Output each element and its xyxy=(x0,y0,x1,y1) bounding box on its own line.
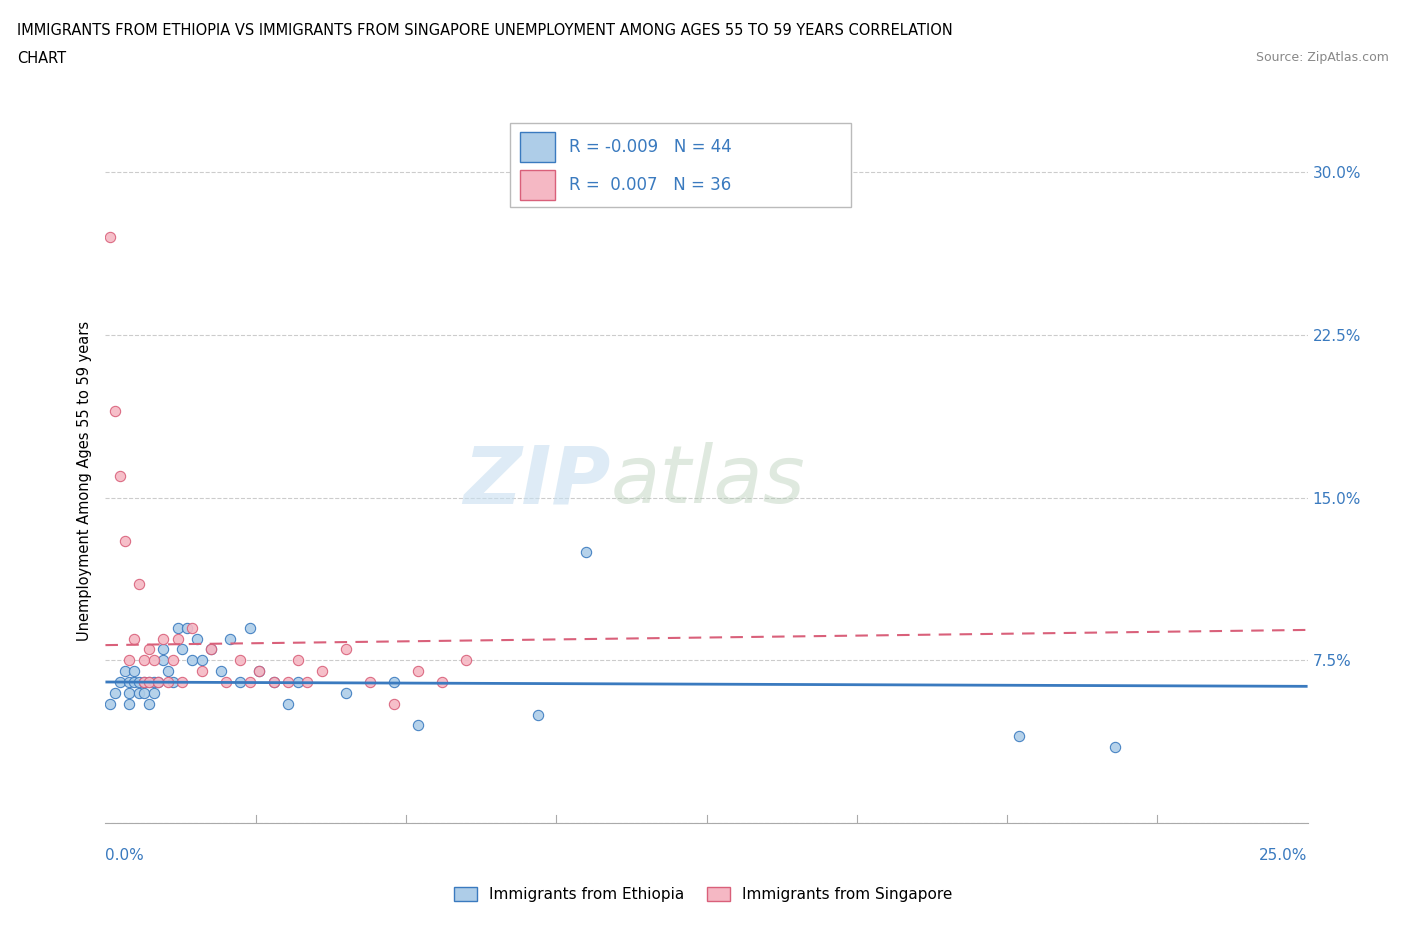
Point xyxy=(142,674,165,689)
Point xyxy=(128,577,150,591)
Point xyxy=(406,664,429,679)
Point xyxy=(219,631,242,646)
Point xyxy=(263,674,285,689)
Point xyxy=(277,674,299,689)
Point xyxy=(138,674,160,689)
Point xyxy=(430,674,453,689)
Point xyxy=(172,674,194,689)
Point xyxy=(142,685,165,700)
Text: 0.0%: 0.0% xyxy=(105,848,145,863)
Point xyxy=(166,620,188,635)
Point xyxy=(152,631,174,646)
Text: IMMIGRANTS FROM ETHIOPIA VS IMMIGRANTS FROM SINGAPORE UNEMPLOYMENT AMONG AGES 55: IMMIGRANTS FROM ETHIOPIA VS IMMIGRANTS F… xyxy=(17,23,953,38)
Point xyxy=(335,685,357,700)
Point xyxy=(209,664,232,679)
Point xyxy=(128,685,150,700)
Point xyxy=(382,674,405,689)
Point xyxy=(118,674,141,689)
Point xyxy=(247,664,270,679)
Point xyxy=(132,674,155,689)
Point xyxy=(138,697,160,711)
Point xyxy=(172,642,194,657)
Point xyxy=(190,653,212,668)
Point xyxy=(124,674,146,689)
Text: CHART: CHART xyxy=(17,51,66,66)
Point xyxy=(114,534,136,549)
Point xyxy=(527,707,550,722)
Point xyxy=(229,674,252,689)
Point xyxy=(200,642,222,657)
FancyBboxPatch shape xyxy=(509,123,851,207)
Point xyxy=(382,697,405,711)
Point xyxy=(152,653,174,668)
Point xyxy=(454,653,477,668)
Point xyxy=(287,653,309,668)
Point xyxy=(200,642,222,657)
Point xyxy=(176,620,198,635)
Point xyxy=(359,674,381,689)
Point xyxy=(190,664,212,679)
Point xyxy=(575,544,598,559)
Text: Source: ZipAtlas.com: Source: ZipAtlas.com xyxy=(1256,51,1389,64)
Point xyxy=(132,685,155,700)
Point xyxy=(132,653,155,668)
Point xyxy=(229,653,252,668)
Text: R = -0.009   N = 44: R = -0.009 N = 44 xyxy=(569,138,733,155)
Point xyxy=(124,664,146,679)
Point xyxy=(152,642,174,657)
Point xyxy=(287,674,309,689)
Point xyxy=(104,404,127,418)
Text: R =  0.007   N = 36: R = 0.007 N = 36 xyxy=(569,177,731,194)
Point xyxy=(181,653,204,668)
Point xyxy=(162,674,184,689)
Point xyxy=(181,620,204,635)
Point xyxy=(166,631,188,646)
Point xyxy=(247,664,270,679)
Point xyxy=(128,674,150,689)
Point xyxy=(124,631,146,646)
Bar xyxy=(520,131,555,162)
Legend: Immigrants from Ethiopia, Immigrants from Singapore: Immigrants from Ethiopia, Immigrants fro… xyxy=(447,881,959,909)
Y-axis label: Unemployment Among Ages 55 to 59 years: Unemployment Among Ages 55 to 59 years xyxy=(77,321,93,642)
Point xyxy=(132,674,155,689)
Point xyxy=(162,653,184,668)
Point xyxy=(114,664,136,679)
Point xyxy=(277,697,299,711)
Point xyxy=(156,664,179,679)
Point xyxy=(108,469,131,484)
Point xyxy=(1104,739,1126,754)
Point xyxy=(108,674,131,689)
Point xyxy=(148,674,170,689)
Point xyxy=(118,697,141,711)
Point xyxy=(311,664,333,679)
Point xyxy=(98,697,121,711)
Point xyxy=(239,620,262,635)
Point xyxy=(214,674,236,689)
Point xyxy=(335,642,357,657)
Point xyxy=(156,674,179,689)
Text: ZIP: ZIP xyxy=(463,443,610,520)
Point xyxy=(104,685,127,700)
Point xyxy=(406,718,429,733)
Point xyxy=(148,674,170,689)
Point xyxy=(239,674,262,689)
Point xyxy=(297,674,319,689)
Point xyxy=(98,230,121,245)
Point xyxy=(118,685,141,700)
Point xyxy=(138,642,160,657)
Point xyxy=(138,674,160,689)
Point xyxy=(1008,729,1031,744)
Text: atlas: atlas xyxy=(610,443,806,520)
Point xyxy=(186,631,208,646)
Point xyxy=(263,674,285,689)
Text: 25.0%: 25.0% xyxy=(1260,848,1308,863)
Point xyxy=(142,653,165,668)
Point xyxy=(118,653,141,668)
Bar xyxy=(520,170,555,201)
